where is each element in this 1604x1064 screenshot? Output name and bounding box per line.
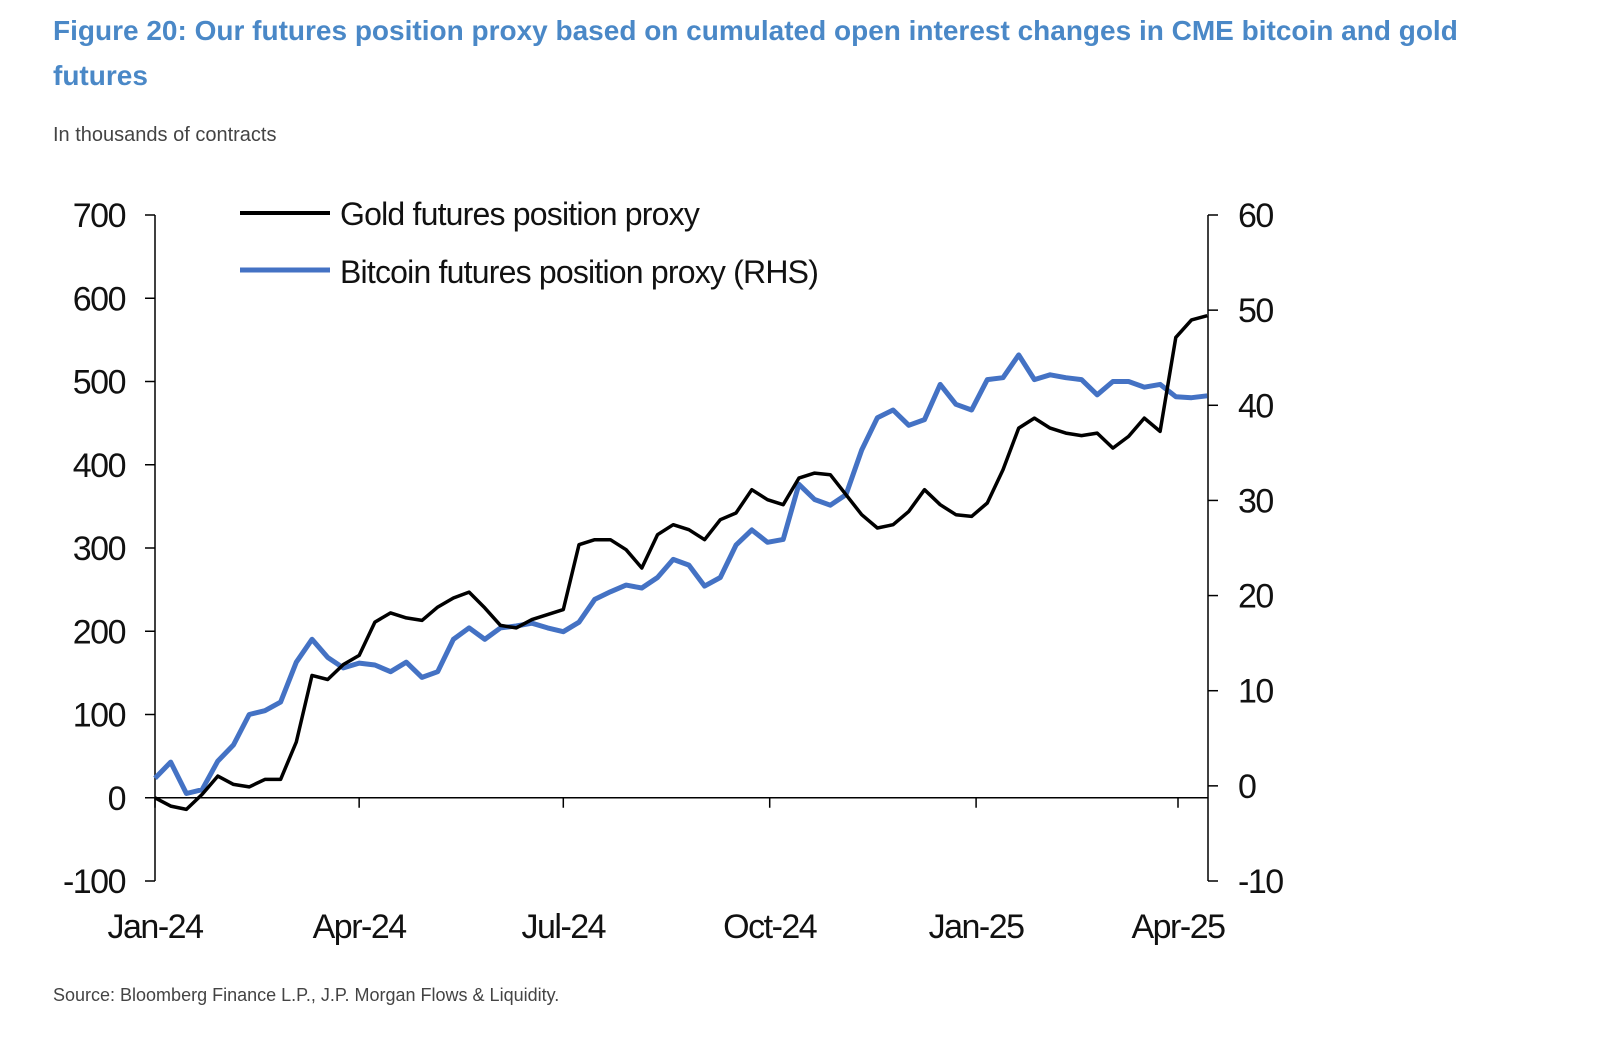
right-tick-label: 60: [1238, 197, 1273, 235]
x-tick-label: Jul-24: [521, 908, 605, 946]
left-tick-label: 200: [73, 613, 126, 651]
right-tick-label: 30: [1238, 482, 1273, 520]
legend-label-bitcoin: Bitcoin futures position proxy (RHS): [340, 254, 818, 290]
right-tick-label: 20: [1238, 578, 1273, 616]
series-lines: [153, 314, 1208, 812]
figure-title: Figure 20: Our futures position proxy ba…: [53, 15, 1458, 91]
right-tick-label: 40: [1238, 387, 1273, 425]
right-tick-label: 10: [1238, 673, 1273, 711]
left-tick-label: 300: [73, 530, 126, 568]
figure-subtitle: In thousands of contracts: [53, 124, 277, 146]
left-tick-label: 500: [73, 364, 126, 402]
series-line-gold: [154, 314, 1208, 812]
left-tick-label: 700: [73, 197, 126, 235]
left-tick-label: 0: [108, 780, 126, 818]
right-tick-label: 0: [1238, 768, 1256, 806]
axes: -1000100200300400500600700-1001020304050…: [63, 197, 1285, 946]
x-tick-label: Jan-25: [929, 908, 1025, 946]
x-tick-label: Apr-25: [1131, 908, 1225, 946]
left-tick-label: -100: [63, 863, 126, 901]
series-line-bitcoin: [153, 352, 1208, 796]
legend-label-gold: Gold futures position proxy: [340, 196, 700, 232]
left-tick-label: 100: [73, 697, 126, 735]
x-tick-label: Jan-24: [108, 908, 204, 946]
source-note: Source: Bloomberg Finance L.P., J.P. Mor…: [53, 985, 560, 1005]
right-tick-label: 50: [1238, 292, 1273, 330]
left-tick-label: 400: [73, 447, 126, 485]
x-tick-label: Apr-24: [313, 908, 407, 946]
legend: Gold futures position proxy Bitcoin futu…: [240, 196, 819, 290]
left-tick-label: 600: [73, 280, 126, 318]
x-tick-label: Oct-24: [723, 908, 817, 946]
right-tick-label: -10: [1238, 863, 1283, 901]
